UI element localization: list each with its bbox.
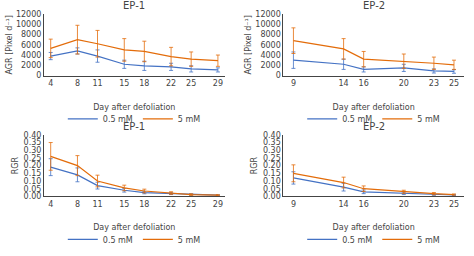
- svg-text:4: 4: [48, 200, 53, 209]
- svg-text:25: 25: [449, 79, 459, 88]
- svg-text:0: 0: [276, 71, 281, 80]
- svg-text:AGR [Pixel d⁻¹]: AGR [Pixel d⁻¹]: [5, 15, 14, 74]
- svg-text:8000: 8000: [260, 30, 280, 39]
- svg-text:5 mM: 5 mM: [178, 236, 200, 245]
- svg-text:0.05: 0.05: [24, 185, 42, 194]
- svg-text:0.40: 0.40: [263, 131, 281, 140]
- svg-text:8: 8: [75, 79, 80, 88]
- svg-text:16: 16: [359, 79, 369, 88]
- svg-text:5 mM: 5 mM: [417, 115, 439, 124]
- svg-text:4: 4: [48, 79, 53, 88]
- svg-text:0.00: 0.00: [263, 192, 281, 201]
- svg-text:5 mM: 5 mM: [178, 115, 200, 124]
- svg-text:0.35: 0.35: [263, 138, 281, 147]
- svg-text:22: 22: [166, 79, 176, 88]
- svg-text:0.20: 0.20: [263, 161, 281, 170]
- svg-text:0.5 mM: 0.5 mM: [103, 115, 133, 124]
- svg-text:0.5 mM: 0.5 mM: [103, 236, 133, 245]
- svg-text:5 mM: 5 mM: [417, 236, 439, 245]
- svg-text:29: 29: [213, 79, 223, 88]
- svg-text:12000: 12000: [16, 10, 41, 19]
- svg-text:0.30: 0.30: [263, 146, 281, 155]
- svg-text:EP-2: EP-2: [363, 121, 385, 132]
- svg-text:10000: 10000: [16, 20, 41, 29]
- svg-text:0.30: 0.30: [24, 146, 42, 155]
- svg-text:11: 11: [92, 200, 102, 209]
- svg-text:8: 8: [75, 200, 80, 209]
- svg-text:8000: 8000: [21, 30, 41, 39]
- svg-text:9: 9: [291, 79, 296, 88]
- svg-text:0.15: 0.15: [24, 169, 42, 178]
- svg-text:0.35: 0.35: [24, 138, 42, 147]
- svg-text:0.05: 0.05: [263, 185, 281, 194]
- svg-text:6000: 6000: [260, 41, 280, 50]
- svg-text:15: 15: [119, 200, 129, 209]
- svg-text:25: 25: [186, 200, 196, 209]
- svg-text:23: 23: [429, 79, 439, 88]
- svg-text:2000: 2000: [21, 61, 41, 70]
- svg-text:0.5 mM: 0.5 mM: [342, 236, 372, 245]
- svg-text:16: 16: [359, 200, 369, 209]
- svg-text:15: 15: [119, 79, 129, 88]
- svg-text:29: 29: [213, 200, 223, 209]
- svg-text:11: 11: [92, 79, 102, 88]
- svg-text:0.10: 0.10: [263, 177, 281, 186]
- svg-text:20: 20: [399, 200, 409, 209]
- svg-text:0.5 mM: 0.5 mM: [342, 115, 372, 124]
- svg-text:20: 20: [399, 79, 409, 88]
- svg-text:25: 25: [449, 200, 459, 209]
- svg-text:25: 25: [186, 79, 196, 88]
- svg-text:EP-1: EP-1: [123, 121, 145, 132]
- svg-text:23: 23: [429, 200, 439, 209]
- svg-text:0.15: 0.15: [263, 169, 281, 178]
- svg-text:Day after defoliation: Day after defoliation: [333, 103, 415, 112]
- svg-text:0: 0: [36, 71, 41, 80]
- svg-text:Day after defoliation: Day after defoliation: [93, 103, 175, 112]
- svg-text:9: 9: [291, 200, 296, 209]
- svg-text:Day after defoliation: Day after defoliation: [333, 223, 415, 232]
- svg-text:RGR: RGR: [11, 157, 20, 175]
- svg-text:0.20: 0.20: [24, 161, 42, 170]
- svg-text:EP-1: EP-1: [123, 0, 145, 11]
- svg-text:0.25: 0.25: [24, 154, 42, 163]
- svg-text:18: 18: [139, 200, 149, 209]
- svg-text:6000: 6000: [21, 41, 41, 50]
- svg-text:10000: 10000: [255, 20, 280, 29]
- svg-text:RGR: RGR: [250, 157, 259, 175]
- svg-text:22: 22: [166, 200, 176, 209]
- svg-text:14: 14: [339, 200, 349, 209]
- svg-text:14: 14: [339, 79, 349, 88]
- svg-text:18: 18: [139, 79, 149, 88]
- svg-text:EP-2: EP-2: [363, 0, 385, 11]
- svg-text:0.10: 0.10: [24, 177, 42, 186]
- svg-text:0.00: 0.00: [24, 192, 42, 201]
- svg-text:12000: 12000: [255, 10, 280, 19]
- svg-text:4000: 4000: [21, 51, 41, 60]
- svg-text:Day after defoliation: Day after defoliation: [93, 223, 175, 232]
- svg-text:2000: 2000: [260, 61, 280, 70]
- svg-text:AGR [Pixel d⁻¹]: AGR [Pixel d⁻¹]: [244, 15, 253, 74]
- svg-text:4000: 4000: [260, 51, 280, 60]
- svg-text:0.40: 0.40: [24, 131, 42, 140]
- svg-text:0.25: 0.25: [263, 154, 281, 163]
